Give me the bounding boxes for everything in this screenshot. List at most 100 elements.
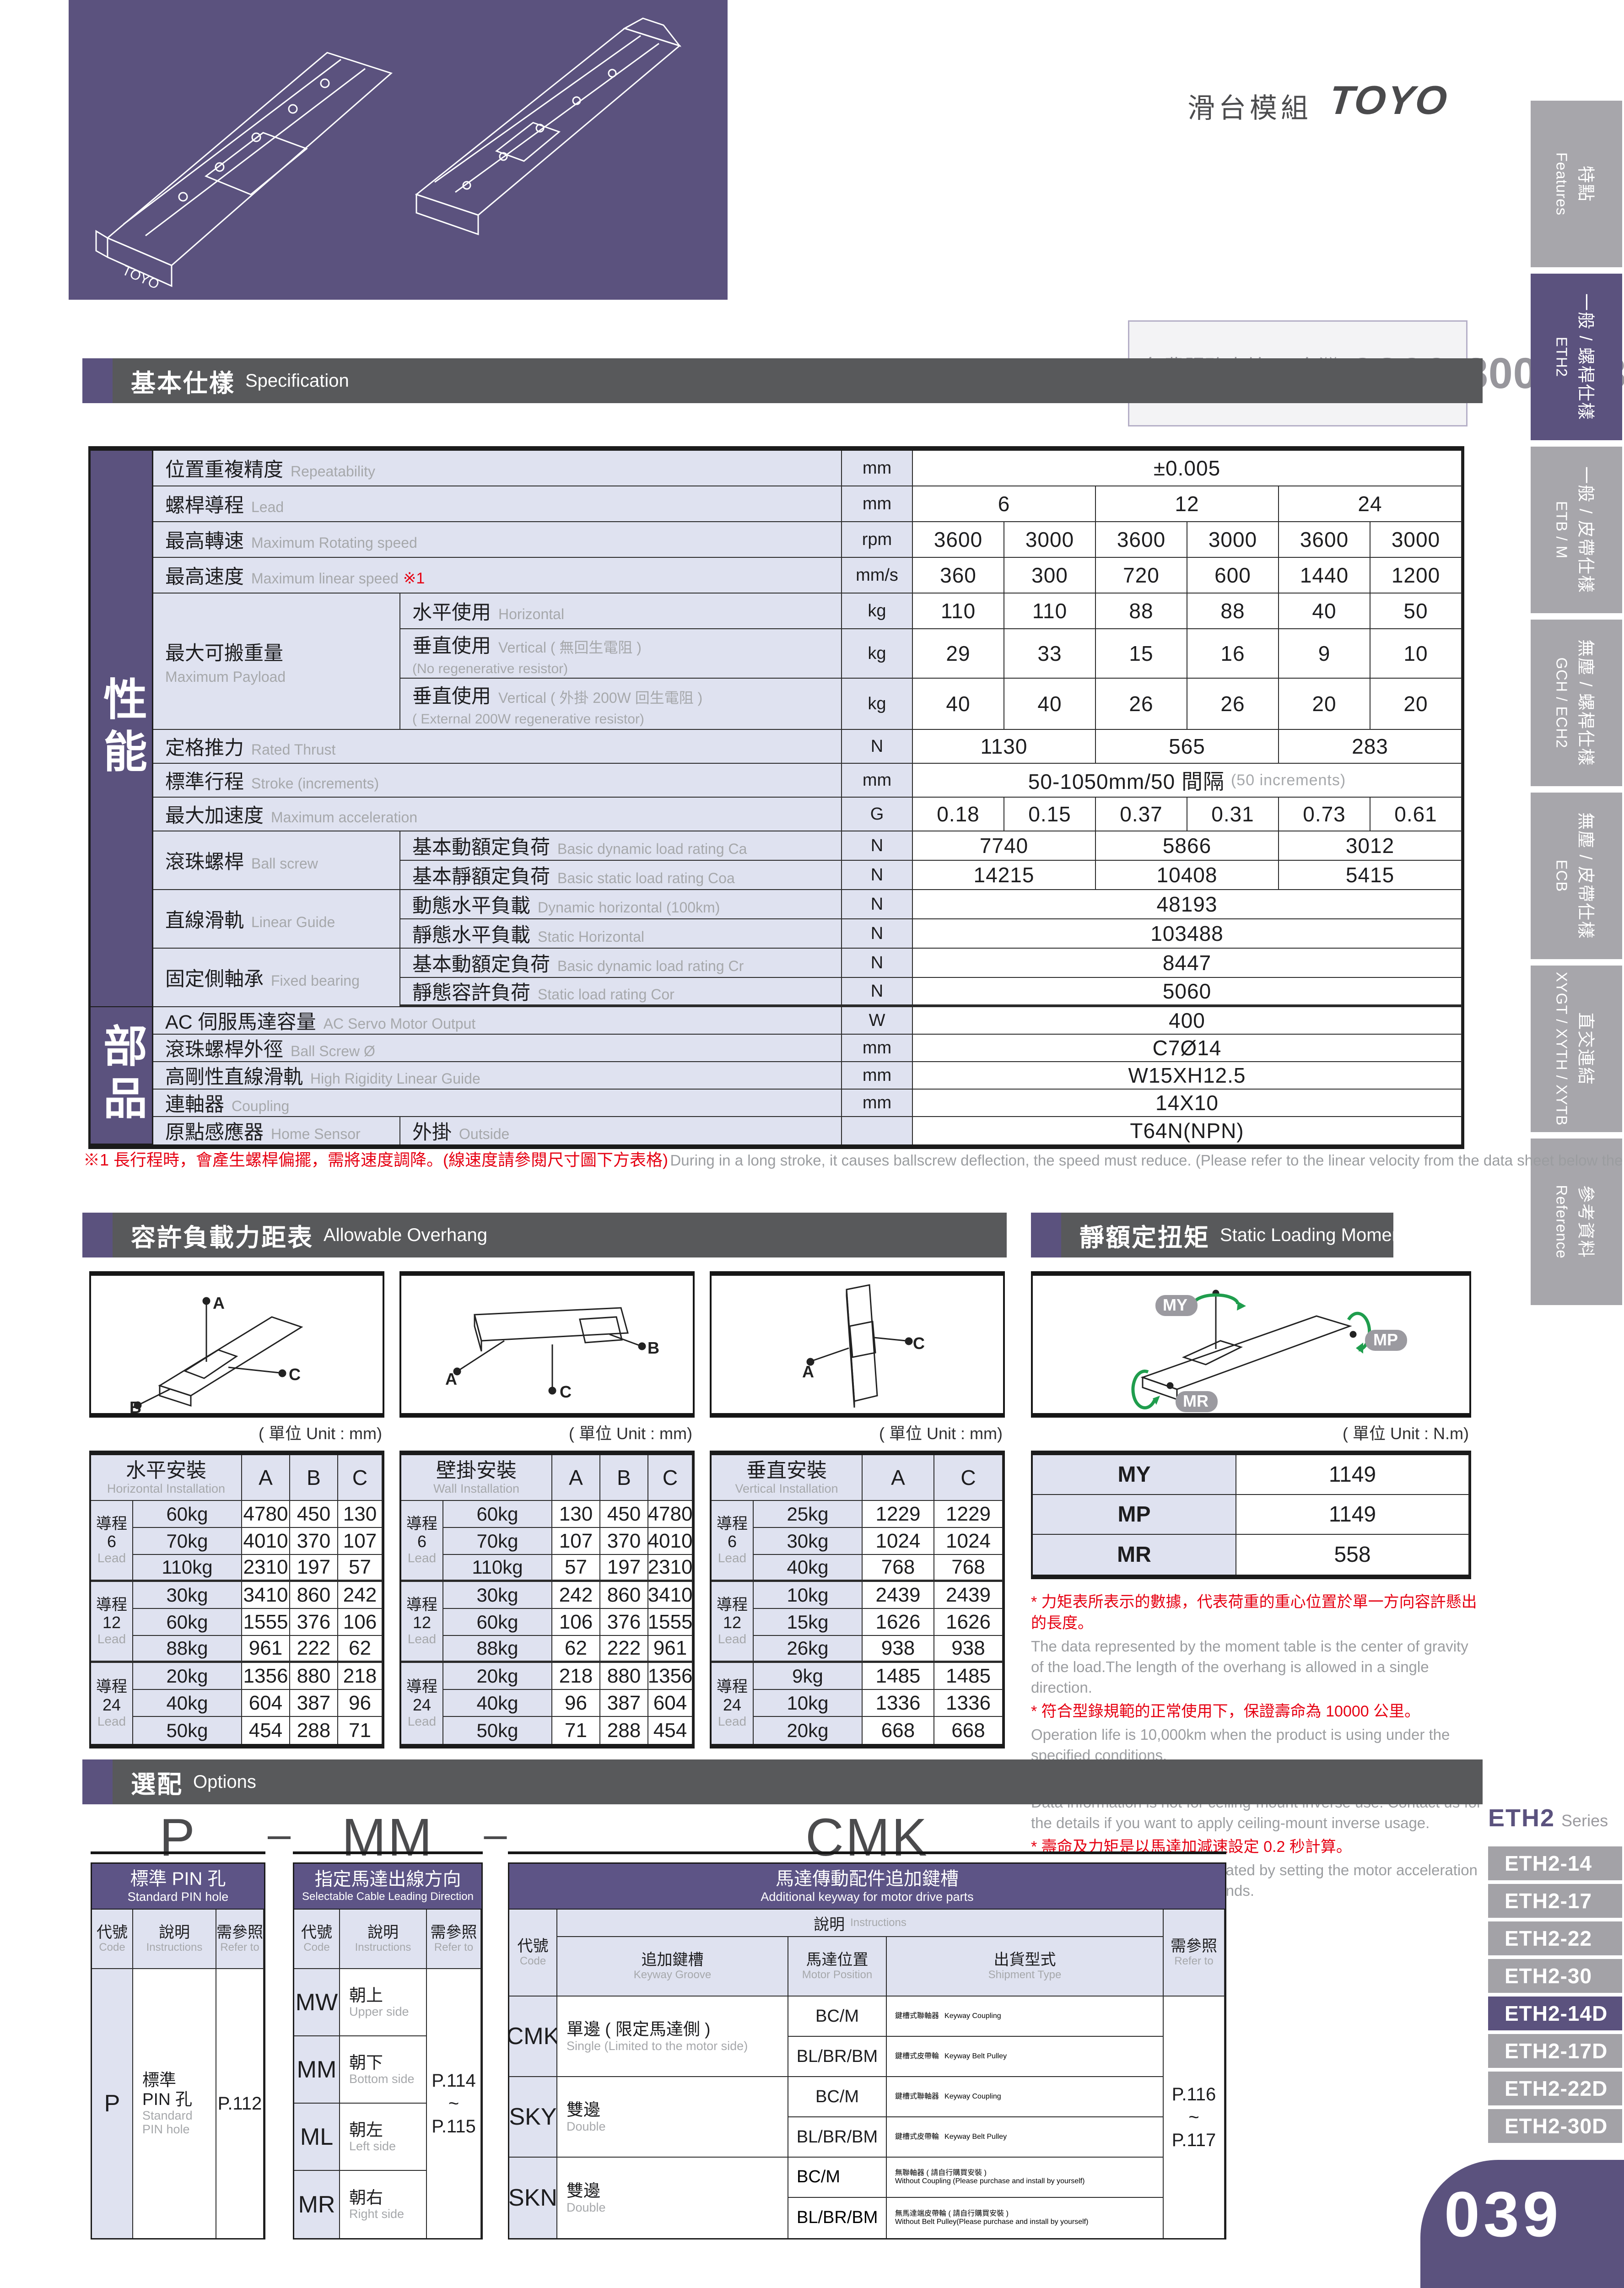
spec-sub-label: 基本動額定負荷 Basic dynamic load rating Cr (400, 949, 842, 978)
value: 4010 (242, 1528, 290, 1555)
spec-value: 110 (913, 594, 1004, 629)
value: 1229 (934, 1501, 1003, 1528)
specification-table: 性能 部品 位置重複精度 Repeatability mm ±0.005 螺桿導程… (88, 446, 1464, 1149)
tab-features[interactable]: 特點 Features (1531, 101, 1622, 267)
spec-unit: kg (842, 679, 913, 730)
spec-value: 400 (913, 1007, 1462, 1035)
value: 961 (648, 1636, 693, 1663)
product-isometric-drawing-panel: TOYO (69, 0, 728, 300)
payload: 10kg (754, 1582, 863, 1609)
section-accent-square (1031, 1213, 1061, 1257)
overhang-table-horizontal: 水平安裝 Horizontal Installation A B C 導程 6 Lea… (89, 1451, 384, 1748)
value: 1356 (242, 1663, 290, 1690)
section-title-zh: 靜額定扭矩 (1079, 1224, 1210, 1252)
payload: 60kg (443, 1609, 552, 1636)
spec-value: 0.61 (1370, 798, 1462, 831)
spec-value: 14215 (913, 861, 1096, 890)
tab-eth2-inner: 一般 / 螺桿仕樣 ETH2 (1553, 274, 1600, 440)
tab-label: 特點 (1575, 165, 1595, 202)
spec-value: 10 (1370, 629, 1462, 679)
spec-group-label: 滾珠螺桿 Ball screw (153, 831, 400, 890)
value: 938 (934, 1636, 1003, 1663)
spec-value: W15XH12.5 (913, 1062, 1462, 1090)
svg-text:MR: MR (1183, 1392, 1209, 1410)
tab-xygt[interactable]: 直交連結 XYGT / XYTH / XYTB (1531, 966, 1622, 1132)
payload: 88kg (133, 1636, 242, 1663)
spec-sub-label: 基本靜額定負荷 Basic static load rating Coa (400, 861, 842, 890)
tab-eth2-active[interactable]: 一般 / 螺桿仕樣 ETH2 (1531, 274, 1622, 440)
section-title-en: Options (193, 1771, 256, 1792)
option-instruction-cell: 朝左 Left side (340, 2104, 427, 2171)
spec-value: 3000 (1004, 522, 1096, 558)
value: 376 (600, 1609, 648, 1636)
value: 107 (338, 1528, 383, 1555)
page-number-badge: 039 (1420, 2160, 1624, 2288)
value: 860 (600, 1582, 648, 1609)
tab-ecb[interactable]: 無塵 / 皮帶仕樣 ECB (1531, 793, 1622, 959)
spec-value: 3000 (1370, 522, 1462, 558)
tab-label: 直交連結 (1575, 1012, 1595, 1085)
svg-text:C: C (913, 1334, 925, 1353)
value: 2439 (934, 1582, 1003, 1609)
moment-value: 558 (1236, 1535, 1469, 1575)
shipment-cell: 無馬達端皮帶輪 ( 請自行購買安裝 ) Without Belt Pulley(P… (887, 2198, 1164, 2238)
series-item-eth2-14[interactable]: ETH2-14 (1488, 1846, 1622, 1880)
payload: 15kg (754, 1609, 863, 1636)
series-item-eth2-30d[interactable]: ETH2-30D (1488, 2109, 1622, 2143)
value: 880 (600, 1663, 648, 1690)
spec-unit: N (842, 949, 913, 978)
series-item-eth2-17[interactable]: ETH2-17 (1488, 1884, 1622, 1918)
value: 370 (600, 1528, 648, 1555)
value: 197 (600, 1555, 648, 1582)
series-item-eth2-30[interactable]: ETH2-30 (1488, 1959, 1622, 1993)
spec-row-label: 原點感應器 Home Sensor (153, 1117, 400, 1144)
section-accent-square (82, 1213, 113, 1257)
spec-unit: mm/s (842, 558, 913, 594)
moment-value: 1149 (1236, 1455, 1469, 1495)
series-item-eth2-22[interactable]: ETH2-22 (1488, 1921, 1622, 1955)
spec-unit: mm (842, 764, 913, 798)
spec-unit: mm (842, 1062, 913, 1090)
section-overhang-header: 容許負載力距表 Allowable Overhang (82, 1213, 1007, 1257)
unit-note: ( 單位 Unit : mm) (259, 1424, 382, 1443)
hdr-instructions: 說明 Instructions (133, 1910, 216, 1969)
moment-label: MP (1033, 1495, 1236, 1535)
option-instruction-cell: 朝上 Upper side (340, 1969, 427, 2036)
spec-value: 16 (1187, 629, 1279, 679)
tab-label: 一般 / 皮帶仕樣 (1575, 466, 1595, 594)
value: 450 (290, 1501, 338, 1528)
payload: 50kg (133, 1717, 242, 1744)
series-item-eth2-17d[interactable]: ETH2-17D (1488, 2034, 1622, 2068)
payload: 20kg (133, 1663, 242, 1690)
value: 454 (648, 1717, 693, 1744)
spec-value: 103488 (913, 919, 1462, 949)
series-brand: ETH2 (1488, 1804, 1555, 1832)
section-title-zh: 基本仕樣 (131, 369, 235, 397)
tab-reference[interactable]: 參考資料 Reference (1531, 1139, 1622, 1305)
svg-text:A: A (802, 1362, 814, 1381)
section-accent-square (82, 1759, 113, 1804)
static-loading-moment-table: MY 1149 MP 1149 MR 558 (1031, 1451, 1471, 1579)
col-header: A (863, 1455, 934, 1501)
value: 107 (552, 1528, 600, 1555)
tab-etb-m[interactable]: 一般 / 皮帶仕樣 ETB / M (1531, 447, 1622, 613)
series-item-eth2-22d[interactable]: ETH2-22D (1488, 2072, 1622, 2105)
payload: 40kg (133, 1690, 242, 1717)
lead-group: 導程 12 Lead (712, 1582, 754, 1663)
series-item-eth2-14d-active[interactable]: ETH2-14D (1488, 1997, 1622, 2030)
moment-label: MY (1033, 1455, 1236, 1495)
keyway-groove-cell: 單邊 ( 限定馬達側 ) Single (Limited to the motor… (557, 1997, 788, 2077)
tab-gch-inner: 無塵 / 螺桿仕樣 GCH / ECH2 (1553, 620, 1600, 786)
option-code-mm: MM (341, 1808, 434, 1867)
hdr-code: 代號 Code (509, 1910, 557, 1997)
option-table-pin-hole: 標準 PIN 孔 Standard PIN hole 代號 Code 說明 Instr… (91, 1862, 265, 2239)
value: 387 (290, 1690, 338, 1717)
spec-value: 1130 (913, 730, 1096, 764)
payload: 9kg (754, 1663, 863, 1690)
tab-code: ECB (1553, 859, 1570, 892)
motor-position-cell: BL/BR/BM (788, 2037, 887, 2077)
section-spec-header: 基本仕樣 Specification (82, 358, 1483, 403)
tab-gch-ech2[interactable]: 無塵 / 螺桿仕樣 GCH / ECH2 (1531, 620, 1622, 786)
value: 1024 (863, 1528, 934, 1555)
spec-value: 5060 (913, 978, 1462, 1007)
